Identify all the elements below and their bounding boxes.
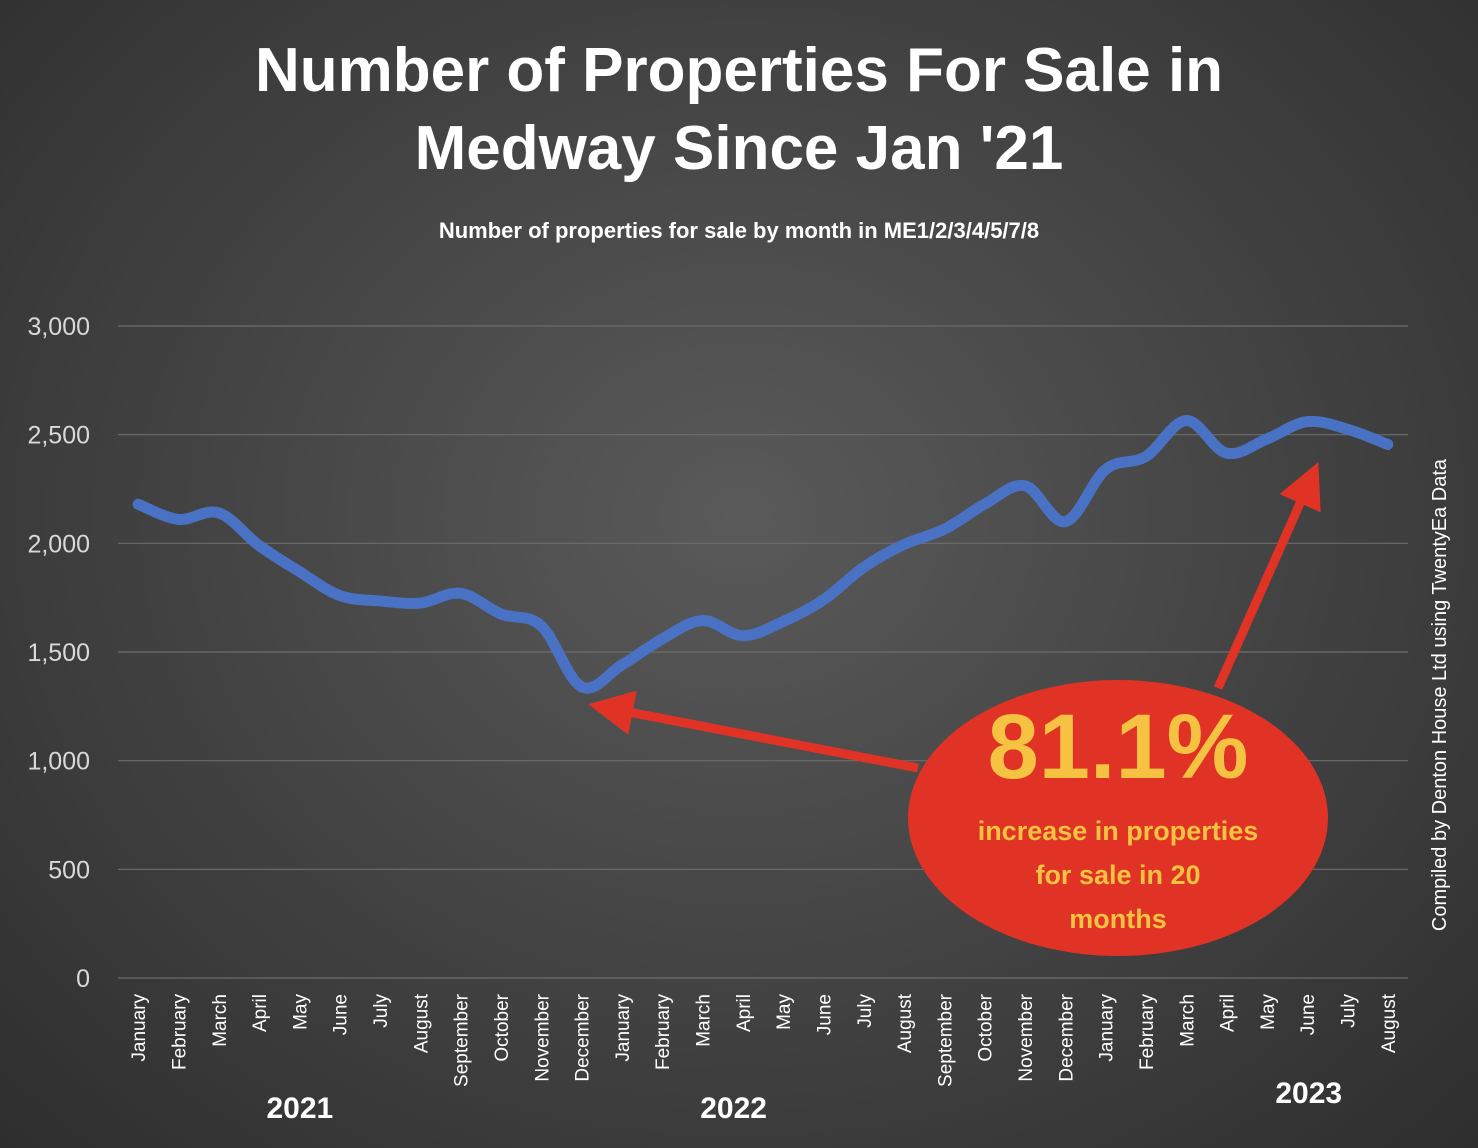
x-tick-label: April xyxy=(734,994,755,1032)
x-tick-label: October xyxy=(492,993,513,1061)
x-axis: January February March April May June July Augu… xyxy=(129,993,1400,1087)
chart-title: Number of Properties For Sale in Medway … xyxy=(0,32,1478,188)
y-tick-label: 2,000 xyxy=(27,530,90,558)
x-tick-label: November xyxy=(532,993,553,1081)
annotation-bubble xyxy=(908,680,1328,956)
x-tick-label: March xyxy=(210,994,231,1047)
x-tick-label: January xyxy=(613,994,634,1062)
y-axis: 0 500 1,000 1,500 2,000 2,500 3,000 xyxy=(27,313,90,993)
annotation-text-line: months xyxy=(1069,904,1167,934)
x-tick-label: January xyxy=(129,994,150,1062)
x-tick-label: November xyxy=(1016,993,1037,1081)
x-tick-label: April xyxy=(1218,994,1239,1032)
y-tick-label: 500 xyxy=(48,856,90,884)
gridlines xyxy=(118,325,1408,979)
x-tick-label: September xyxy=(935,993,956,1087)
arrow-to-low xyxy=(588,690,919,773)
x-tick-label: July xyxy=(371,994,392,1028)
x-tick-label: August xyxy=(411,993,432,1053)
x-tick-label: February xyxy=(653,994,674,1071)
x-tick-label: January xyxy=(1097,994,1118,1062)
x-tick-label: August xyxy=(895,993,916,1053)
x-tick-label: May xyxy=(1258,994,1279,1030)
annotation-text-line: for sale in 20 xyxy=(1035,860,1200,890)
series xyxy=(132,415,1394,694)
x-tick-label: October xyxy=(976,993,997,1061)
annotation: 81.1% increase in properties for sale in 2… xyxy=(588,462,1328,956)
y-tick-label: 0 xyxy=(76,965,90,993)
chart-title-line-1: Number of Properties For Sale in xyxy=(254,36,1224,105)
chart-title-line-2: Medway Since Jan '21 xyxy=(414,114,1064,183)
x-tick-label: March xyxy=(1177,994,1198,1047)
year-label: 2021 xyxy=(267,1092,334,1125)
annotation-headline: 81.1% xyxy=(988,696,1249,798)
x-tick-label: June xyxy=(331,994,352,1035)
x-tick-label: February xyxy=(169,994,190,1071)
x-tick-label: February xyxy=(1137,994,1158,1071)
chart-subtitle: Number of properties for sale by month i… xyxy=(438,218,1040,243)
y-tick-label: 3,000 xyxy=(27,313,90,341)
y-tick-label: 1,000 xyxy=(27,748,90,776)
annotation-text-line: increase in properties xyxy=(978,816,1259,846)
x-tick-label: July xyxy=(1339,994,1360,1028)
credit: Compiled by Denton House Ltd using Twent… xyxy=(1429,458,1451,931)
x-tick-label: March xyxy=(694,994,715,1047)
year-label: 2023 xyxy=(1275,1077,1342,1110)
credit-text: Compiled by Denton House Ltd using Twent… xyxy=(1429,458,1451,931)
arrow-to-latest xyxy=(1213,462,1321,690)
x-tick-label: July xyxy=(855,994,876,1028)
y-tick-label: 1,500 xyxy=(27,639,90,667)
x-tick-label: April xyxy=(250,994,271,1032)
x-tick-label: June xyxy=(814,994,835,1035)
year-labels: 2021 2022 2023 xyxy=(267,1077,1343,1125)
x-tick-label: December xyxy=(1056,993,1077,1081)
x-tick-label: December xyxy=(573,993,594,1081)
x-tick-label: May xyxy=(290,994,311,1030)
x-tick-label: September xyxy=(452,993,473,1087)
y-tick-label: 2,500 xyxy=(27,422,90,450)
year-label: 2022 xyxy=(700,1092,767,1125)
x-tick-label: May xyxy=(774,994,795,1030)
series-line xyxy=(132,415,1394,694)
x-tick-label: June xyxy=(1298,994,1319,1035)
x-tick-label: August xyxy=(1379,993,1400,1053)
